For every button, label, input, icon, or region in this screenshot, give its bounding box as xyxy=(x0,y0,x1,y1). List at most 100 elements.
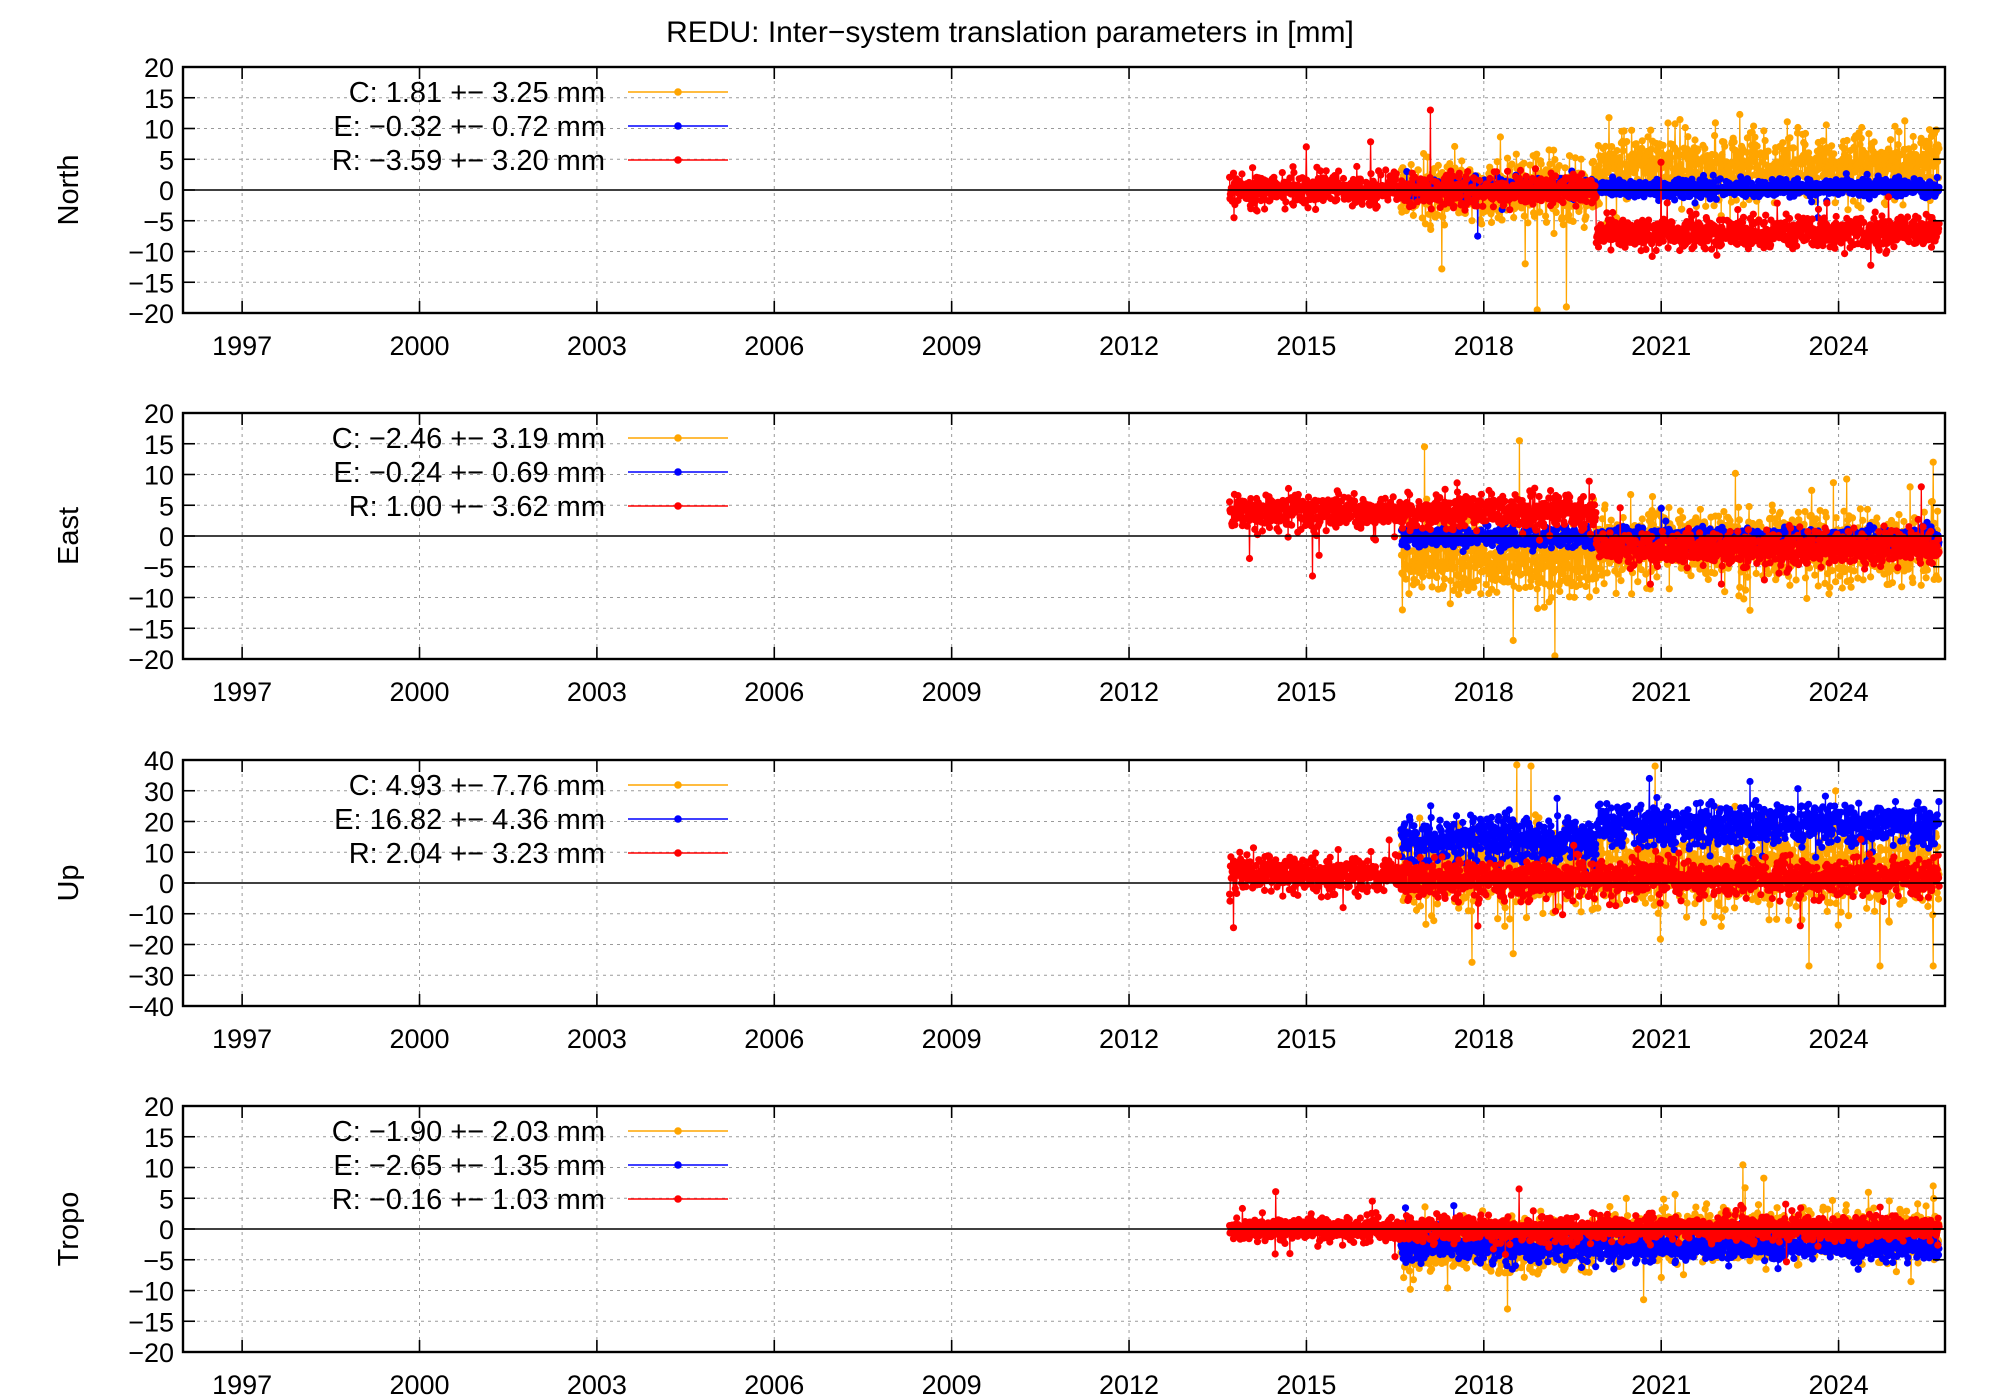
data-point-R xyxy=(1506,206,1513,213)
data-point-C xyxy=(1599,515,1606,522)
data-point-C xyxy=(1765,148,1772,155)
legend-marker-C xyxy=(674,88,682,96)
data-point-C xyxy=(1711,202,1718,209)
data-point-C xyxy=(1488,219,1495,226)
data-point-C xyxy=(1923,163,1930,170)
data-point-C xyxy=(1560,221,1567,228)
x-tick-label: 2003 xyxy=(567,331,627,361)
data-point-C xyxy=(1705,576,1712,583)
y-tick-label: 10 xyxy=(144,115,174,145)
data-point-R xyxy=(1393,170,1400,177)
data-point-C xyxy=(1604,569,1611,576)
data-point-R xyxy=(1463,176,1470,183)
data-point-C xyxy=(1701,145,1708,152)
data-point-R xyxy=(1831,245,1838,252)
data-point-C xyxy=(1499,216,1506,223)
y-tick-label: −20 xyxy=(128,299,174,329)
data-point-C xyxy=(1627,491,1634,498)
y-tick-label: 5 xyxy=(159,145,174,175)
data-point-C xyxy=(1441,221,1448,228)
data-point-C xyxy=(1711,132,1718,139)
data-point-C xyxy=(1639,515,1646,522)
data-point-C xyxy=(1801,141,1808,148)
data-point-R xyxy=(1595,243,1602,250)
data-point-C xyxy=(1721,588,1728,595)
data-point-C xyxy=(1871,138,1878,145)
data-point-C xyxy=(1616,154,1623,161)
data-point-R xyxy=(1864,243,1871,250)
data-point-R xyxy=(1767,241,1774,248)
data-point-R xyxy=(1304,204,1311,211)
data-point-C xyxy=(1802,130,1809,137)
data-point-C xyxy=(1679,514,1686,521)
data-point-R xyxy=(1649,253,1656,260)
legend: C: 1.81 +− 3.25 mmE: −0.32 +− 0.72 mmR: … xyxy=(332,77,728,177)
data-point-C xyxy=(1753,570,1760,577)
legend-marker-R xyxy=(674,156,682,164)
data-point-C xyxy=(1910,133,1917,140)
data-point-C xyxy=(1746,503,1753,510)
data-point-C xyxy=(1687,572,1694,579)
data-point-R xyxy=(1823,200,1830,207)
data-point-C xyxy=(1427,226,1434,233)
data-point-R xyxy=(1833,213,1840,220)
data-point-R xyxy=(1841,250,1848,257)
data-point-R xyxy=(1450,202,1457,209)
data-point-C xyxy=(1451,143,1458,150)
data-point-C xyxy=(1911,143,1918,150)
data-point-R xyxy=(1572,203,1579,210)
data-point-C xyxy=(1510,214,1517,221)
data-point-C xyxy=(1542,213,1549,220)
data-point-C xyxy=(1712,119,1719,126)
data-point-C xyxy=(1605,114,1612,121)
data-point-R xyxy=(1762,212,1769,219)
data-point-C xyxy=(1533,151,1540,158)
data-point-C xyxy=(1634,578,1641,585)
data-point-C xyxy=(1858,135,1865,142)
data-point-C xyxy=(1828,142,1835,149)
data-point-C xyxy=(1830,150,1837,157)
data-point-C xyxy=(1684,133,1691,140)
data-point-C xyxy=(1408,161,1415,168)
data-point-R xyxy=(1786,215,1793,222)
data-point-C xyxy=(1493,589,1500,596)
data-point-C xyxy=(1926,139,1933,146)
x-tick-label: 1997 xyxy=(212,331,272,361)
data-point-C xyxy=(1478,220,1485,227)
data-point-C xyxy=(1421,443,1428,450)
data-point-C xyxy=(1399,606,1406,613)
data-point-C xyxy=(1783,147,1790,154)
data-point-R xyxy=(1821,214,1828,221)
data-point-C xyxy=(1402,576,1409,583)
data-point-R xyxy=(1578,170,1585,177)
data-point-R xyxy=(1559,199,1566,206)
data-point-C xyxy=(1844,137,1851,144)
data-point-C xyxy=(1865,130,1872,137)
panel-east: 20151050−5−10−15−201997 2000 2003 2006 2009 2… xyxy=(53,399,1945,707)
data-point-C xyxy=(1586,593,1593,600)
data-point-R xyxy=(1464,168,1471,175)
data-point-C xyxy=(1470,584,1477,591)
data-point-C xyxy=(1441,575,1448,582)
data-point-C xyxy=(1449,554,1456,561)
data-point-R xyxy=(1384,196,1391,203)
data-point-E xyxy=(1671,196,1678,203)
x-tick-label: 2009 xyxy=(922,331,982,361)
data-point-C xyxy=(1850,144,1857,151)
x-tick-label: 2000 xyxy=(389,331,449,361)
data-point-C xyxy=(1521,213,1528,220)
x-tick-label: 2021 xyxy=(1631,331,1691,361)
data-point-C xyxy=(1660,142,1667,149)
data-point-R xyxy=(1261,205,1268,212)
data-point-R xyxy=(1793,242,1800,249)
data-point-C xyxy=(1579,565,1586,572)
data-point-C xyxy=(1556,588,1563,595)
data-point-R xyxy=(1876,247,1883,254)
data-point-E xyxy=(1864,171,1871,178)
data-point-R xyxy=(1238,170,1245,177)
data-point-C xyxy=(1447,600,1454,607)
data-point-C xyxy=(1474,577,1481,584)
data-point-R xyxy=(1456,170,1463,177)
x-tick-label: 2024 xyxy=(1809,331,1869,361)
